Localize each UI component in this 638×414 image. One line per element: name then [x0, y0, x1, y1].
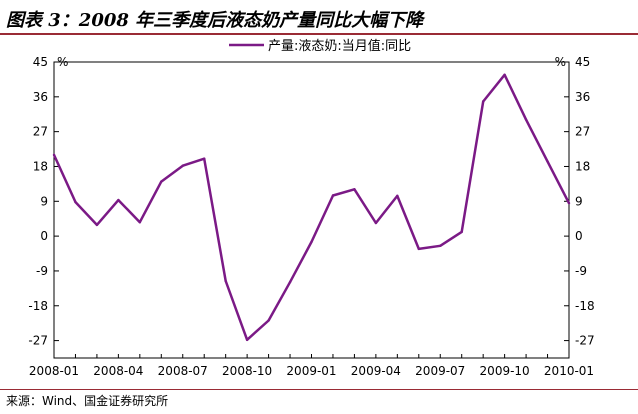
x-tick-label: 2008-07: [158, 364, 208, 378]
title-rule: [0, 33, 638, 35]
y-tick-label-left: 36: [33, 90, 48, 104]
legend-label: 产量:液态奶:当月值:同比: [268, 38, 411, 54]
data-point: [267, 319, 270, 322]
y-tick-label-right: 36: [575, 90, 590, 104]
data-point: [331, 194, 335, 197]
data-point: [245, 338, 249, 342]
data-point: [524, 118, 528, 121]
y-tick-label-right: -9: [575, 264, 587, 278]
data-point: [417, 247, 420, 251]
y-tick-label-right: -27: [575, 334, 595, 348]
data-point: [160, 180, 163, 183]
y-tick-label-right: 27: [575, 125, 590, 139]
x-tick-label: 2009-01: [286, 364, 336, 378]
data-point: [481, 100, 485, 103]
x-tick-label: 2008-01: [29, 364, 79, 378]
data-point: [567, 202, 571, 205]
title-bar: 图表 3：2008 年三季度后液态奶产量同比大幅下降: [0, 0, 638, 34]
y-tick-label-left: 0: [40, 229, 48, 243]
y-unit-right: %: [555, 55, 566, 69]
y-tick-label-left: -9: [36, 264, 48, 278]
data-point: [396, 194, 399, 198]
data-point: [439, 244, 442, 247]
x-tick-label: 2009-10: [480, 364, 530, 378]
data-point: [374, 221, 378, 225]
x-tick-label: 2008-10: [222, 364, 272, 378]
data-point: [224, 279, 227, 283]
y-tick-label-left: -27: [28, 334, 48, 348]
x-tick-label: 2009-07: [415, 364, 465, 378]
y-unit-left: %: [57, 55, 68, 69]
data-point: [95, 223, 99, 227]
y-tick-label-left: 18: [33, 159, 48, 173]
data-point: [52, 153, 56, 157]
footer-rule: [0, 389, 638, 390]
x-tick-label: 2009-04: [351, 364, 401, 378]
data-point: [74, 200, 77, 204]
data-point: [117, 198, 120, 202]
series-line: [52, 73, 571, 342]
y-tick-label-right: 45: [575, 55, 590, 69]
y-tick-label-right: 0: [575, 229, 583, 243]
source-note: 来源：Wind、国金证券研究所: [6, 394, 169, 408]
y-tick-label-left: 45: [33, 55, 48, 69]
data-point: [288, 280, 292, 284]
data-point: [181, 164, 184, 167]
data-point: [460, 230, 463, 234]
data-point: [203, 157, 206, 160]
y-tick-label-right: 18: [575, 159, 590, 173]
y-tick-label-left: -18: [28, 299, 48, 313]
x-tick-label: 2008-04: [93, 364, 143, 378]
y-tick-label-left: 9: [40, 194, 48, 208]
figure-title: 图表 3：2008 年三季度后液态奶产量同比大幅下降: [6, 10, 424, 31]
plot-frame: [53, 61, 570, 359]
data-point: [503, 73, 506, 76]
y-tick-label-left: 27: [33, 125, 48, 139]
line-chart: 45 45 36 36 27 27 18 18 9 9 0 0 -9 -9 -18 -18 -27 -27% % 20…: [28, 38, 595, 378]
data-point: [546, 160, 549, 163]
x-tick-label: 2010-01: [544, 364, 594, 378]
y-tick-label-right: -18: [575, 299, 595, 313]
data-point: [310, 240, 313, 244]
data-point: [138, 220, 142, 224]
y-tick-label-right: 9: [575, 194, 583, 208]
data-point: [353, 188, 356, 191]
